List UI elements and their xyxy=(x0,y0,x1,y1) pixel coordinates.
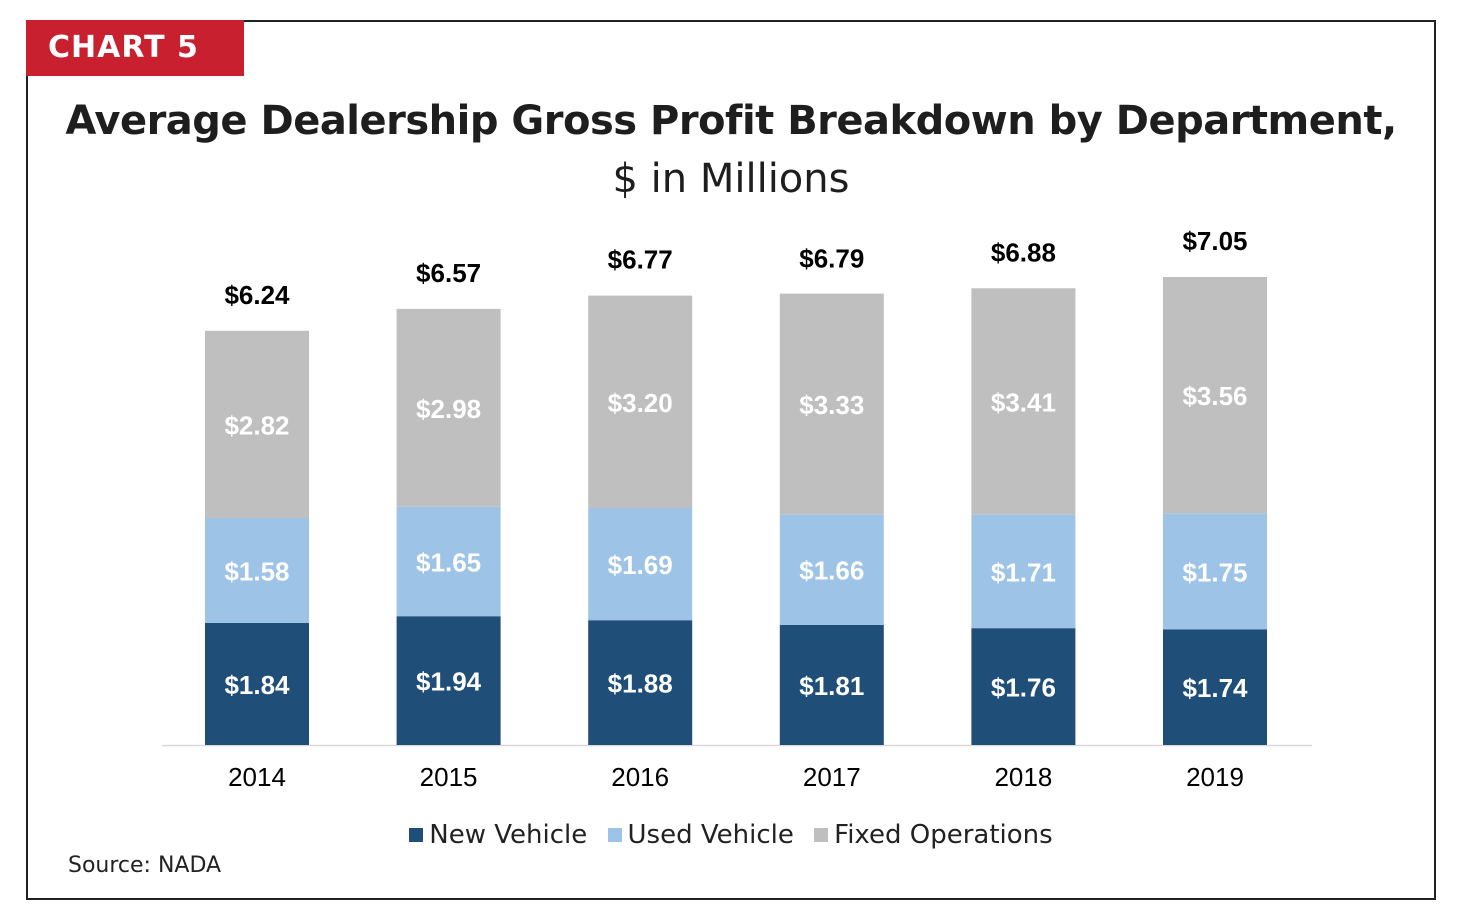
x-tick-label-2014: 2014 xyxy=(228,762,286,792)
bar-segment-used-vehicle-2018 xyxy=(971,514,1076,629)
x-tick-label-2018: 2018 xyxy=(994,762,1052,792)
data-label-used-vehicle-2018: $1.71 xyxy=(991,557,1056,587)
bar-segment-used-vehicle-2017 xyxy=(779,514,884,625)
legend-item-used-vehicle: Used Vehicle xyxy=(607,820,794,850)
data-label-new-vehicle-2016: $1.88 xyxy=(608,669,673,699)
legend-label-new-vehicle: New Vehicle xyxy=(429,820,588,850)
chart-badge: CHART 5 xyxy=(26,20,244,76)
bar-segment-fixed-operations-2017 xyxy=(779,293,884,515)
legend-label-fixed-operations: Fixed Operations xyxy=(834,820,1053,850)
data-label-fixed-operations-2015: $2.98 xyxy=(416,394,481,424)
legend-item-fixed-operations: Fixed Operations xyxy=(814,820,1053,850)
x-tick-label-2016: 2016 xyxy=(611,762,669,792)
bar-segment-used-vehicle-2016 xyxy=(588,508,693,621)
source-note: Source: NADA xyxy=(68,853,222,878)
bar-segment-used-vehicle-2019 xyxy=(1163,513,1267,630)
data-label-fixed-operations-2014: $2.82 xyxy=(224,410,289,440)
data-label-new-vehicle-2017: $1.81 xyxy=(799,671,864,701)
data-label-fixed-operations-2019: $3.56 xyxy=(1182,381,1247,411)
data-label-new-vehicle-2015: $1.94 xyxy=(416,667,482,697)
bar-segment-new-vehicle-2019 xyxy=(1163,629,1267,745)
bar-segment-fixed-operations-2019 xyxy=(1163,277,1267,514)
bar-segment-new-vehicle-2015 xyxy=(396,616,501,745)
legend-label-used-vehicle: Used Vehicle xyxy=(627,820,794,850)
bar-segment-fixed-operations-2016 xyxy=(588,295,693,509)
legend: New Vehicle Used Vehicle Fixed Operation… xyxy=(0,820,1462,850)
bar-segment-used-vehicle-2015 xyxy=(396,506,501,617)
data-label-fixed-operations-2017: $3.33 xyxy=(799,390,864,420)
data-label-new-vehicle-2019: $1.74 xyxy=(1182,673,1248,703)
x-tick-label-2017: 2017 xyxy=(803,762,861,792)
total-label-2019: $7.05 xyxy=(1182,226,1247,256)
chart-subtitle: $ in Millions xyxy=(612,156,850,202)
data-label-used-vehicle-2015: $1.65 xyxy=(416,547,481,577)
bar-segment-fixed-operations-2015 xyxy=(396,308,501,507)
chart-title: Average Dealership Gross Profit Breakdow… xyxy=(65,98,1397,144)
x-tick-label-2019: 2019 xyxy=(1186,762,1244,792)
legend-swatch-fixed-operations xyxy=(814,828,829,842)
chart-frame xyxy=(26,20,1436,900)
total-label-2014: $6.24 xyxy=(224,280,290,310)
bar-segment-used-vehicle-2014 xyxy=(205,517,309,623)
bar-segment-new-vehicle-2017 xyxy=(779,624,884,745)
legend-item-new-vehicle: New Vehicle xyxy=(409,820,587,850)
data-label-new-vehicle-2014: $1.84 xyxy=(224,670,290,700)
total-label-2018: $6.88 xyxy=(991,237,1056,267)
data-label-used-vehicle-2019: $1.75 xyxy=(1182,557,1247,587)
bar-segment-new-vehicle-2018 xyxy=(971,628,1076,745)
total-label-2016: $6.77 xyxy=(608,245,673,275)
bar-segment-new-vehicle-2016 xyxy=(588,620,693,745)
bar-segment-fixed-operations-2014 xyxy=(205,330,309,518)
bar-segment-fixed-operations-2018 xyxy=(971,288,1076,515)
data-label-used-vehicle-2016: $1.69 xyxy=(608,550,673,580)
bar-segment-new-vehicle-2014 xyxy=(205,622,309,745)
total-label-2017: $6.79 xyxy=(799,243,864,273)
x-tick-label-2015: 2015 xyxy=(420,762,478,792)
legend-swatch-new-vehicle xyxy=(409,828,424,842)
legend-swatch-used-vehicle xyxy=(607,828,622,842)
data-label-new-vehicle-2018: $1.76 xyxy=(991,673,1056,703)
total-label-2015: $6.57 xyxy=(416,258,481,288)
data-label-fixed-operations-2016: $3.20 xyxy=(608,388,673,418)
data-label-used-vehicle-2017: $1.66 xyxy=(799,556,864,586)
data-label-fixed-operations-2018: $3.41 xyxy=(991,387,1056,417)
data-label-used-vehicle-2014: $1.58 xyxy=(224,556,289,586)
